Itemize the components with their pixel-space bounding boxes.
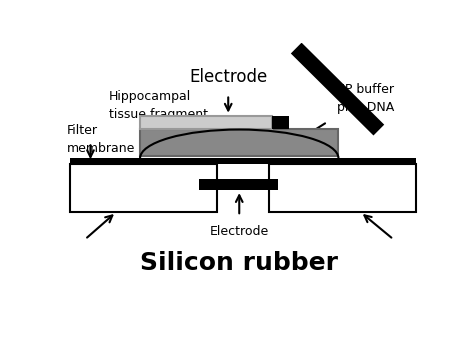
Text: Silicon rubber: Silicon rubber [140, 251, 338, 275]
Bar [269, 164, 416, 212]
Bar [199, 179, 278, 190]
Text: EP buffer
plus DNA: EP buffer plus DNA [337, 83, 394, 114]
Text: Hippocampal
tissue fragment: Hippocampal tissue fragment [109, 91, 208, 121]
Text: Electrode: Electrode [189, 68, 267, 86]
Bar [140, 129, 338, 156]
Bar [140, 116, 272, 129]
Bar [70, 158, 416, 164]
Text: Filter
membrane: Filter membrane [66, 124, 135, 155]
Text: Electrode: Electrode [210, 225, 269, 238]
Bar [272, 116, 289, 129]
Bar [70, 164, 217, 212]
